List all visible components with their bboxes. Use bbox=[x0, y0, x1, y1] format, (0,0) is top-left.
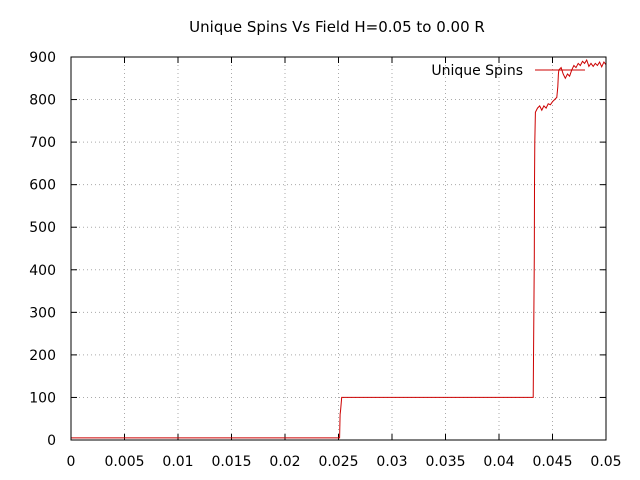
y-axis: 0 100 200 300 400 500 600 700 800 900 bbox=[29, 50, 606, 449]
y-tick-label: 0 bbox=[47, 433, 56, 449]
x-axis: 0 0.005 0.01 0.015 0.02 0.025 0.03 0.035 0.04 0.0… bbox=[67, 57, 622, 470]
x-tick-label: 0.05 bbox=[590, 454, 621, 470]
x-tick-label: 0 bbox=[67, 454, 76, 470]
y-tick-label: 700 bbox=[29, 135, 56, 151]
y-tick-label: 900 bbox=[29, 50, 56, 66]
x-tick-label: 0.01 bbox=[162, 454, 193, 470]
plot-frame bbox=[70, 56, 607, 441]
x-tick-label: 0.045 bbox=[532, 454, 572, 470]
y-tick-label: 200 bbox=[29, 348, 56, 364]
x-tick-label: 0.03 bbox=[376, 454, 407, 470]
y-tick-label: 500 bbox=[29, 220, 56, 236]
grid-lines bbox=[71, 57, 606, 440]
y-tick-label: 100 bbox=[29, 390, 56, 406]
x-tick-label: 0.02 bbox=[269, 454, 300, 470]
y-tick-label: 600 bbox=[29, 178, 56, 194]
x-tick-label: 0.005 bbox=[104, 454, 144, 470]
y-tick-label: 800 bbox=[29, 93, 56, 109]
y-tick-label: 300 bbox=[29, 305, 56, 321]
legend: Unique Spins bbox=[431, 63, 585, 79]
x-tick-label: 0.015 bbox=[211, 454, 251, 470]
y-tick-label: 400 bbox=[29, 263, 56, 279]
x-tick-label: 0.04 bbox=[483, 454, 514, 470]
x-tick-label: 0.035 bbox=[425, 454, 465, 470]
x-tick-label: 0.025 bbox=[318, 454, 358, 470]
chart-title: Unique Spins Vs Field H=0.05 to 0.00 R bbox=[189, 18, 485, 36]
legend-label: Unique Spins bbox=[431, 63, 523, 79]
